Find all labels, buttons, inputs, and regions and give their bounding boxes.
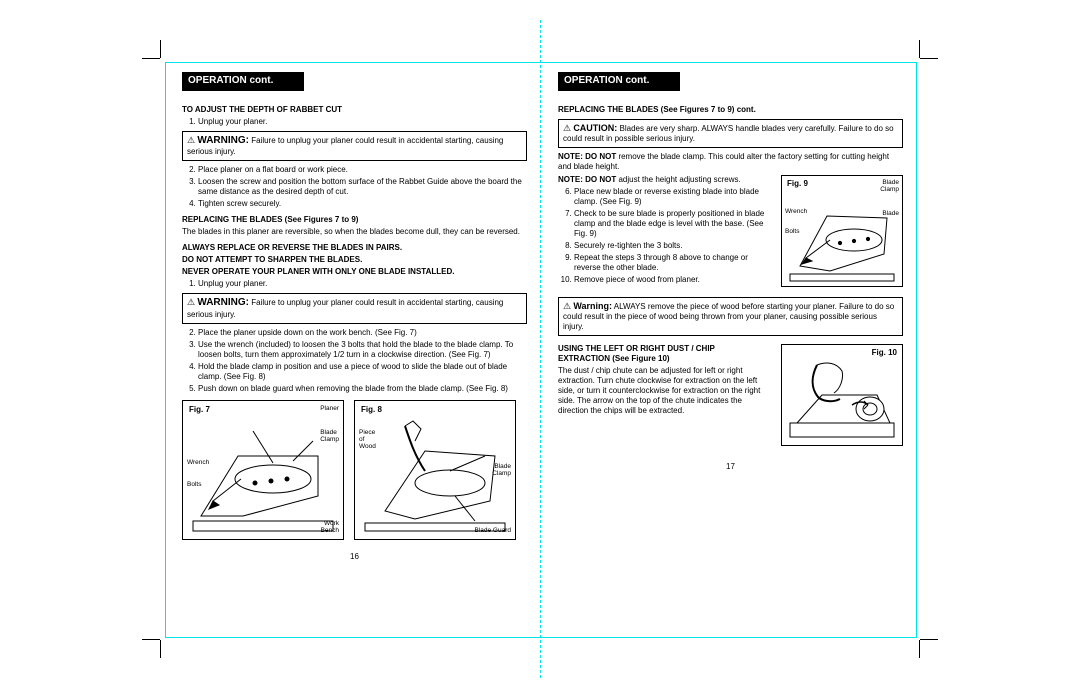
step: Unplug your planer.: [198, 279, 527, 289]
step: Place the planer upside down on the work…: [198, 328, 527, 338]
warning-body: ALWAYS remove the piece of wood before s…: [563, 302, 894, 331]
fig-callout: Work Bench: [321, 520, 339, 534]
note-label: NOTE: DO NOT: [558, 152, 616, 161]
step: Place planer on a flat board or work pie…: [198, 165, 527, 175]
section-header-left: OPERATION cont.: [182, 72, 304, 91]
step: Tighten screw securely.: [198, 199, 527, 209]
steps-replace-b: Place the planer upside down on the work…: [182, 328, 527, 394]
note-label: NOTE: DO NOT: [558, 175, 616, 184]
note-1: NOTE: DO NOT remove the blade clamp. Thi…: [558, 152, 903, 172]
step: Loosen the screw and position the bottom…: [198, 177, 527, 197]
section-header-right: OPERATION cont.: [558, 72, 680, 91]
bold-line: NEVER OPERATE YOUR PLANER WITH ONLY ONE …: [182, 267, 527, 277]
steps-replace-a: Unplug your planer.: [182, 279, 527, 289]
heading-replace-blades: REPLACING THE BLADES (See Figures 7 to 9…: [182, 215, 527, 225]
fig-label: Fig. 10: [872, 348, 897, 358]
step: Hold the blade clamp in position and use…: [198, 362, 527, 382]
warning-title: WARNING:: [197, 297, 249, 308]
figure-row: Fig. 7 Planer Blade Clamp Wrench B: [182, 400, 527, 540]
figure-10: Fig. 10: [781, 344, 903, 446]
fig-callout: Blade Clamp: [880, 179, 899, 193]
figure-10-svg: [782, 345, 902, 445]
fig-callout: Blade: [882, 210, 899, 217]
fig-label: Fig. 9: [787, 179, 808, 189]
note-body: adjust the height adjusting screws.: [616, 175, 741, 184]
fig-label: Fig. 7: [189, 405, 210, 415]
fig9-block: Fig. 9 Blade Clamp Wrench Blade Bolts N: [558, 175, 903, 291]
page-left: OPERATION cont. TO ADJUST THE DEPTH OF R…: [182, 72, 527, 540]
figure-7-svg: [183, 401, 343, 539]
page-number: 17: [558, 462, 903, 472]
fig-callout: Wrench: [785, 208, 807, 215]
step: Unplug your planer.: [198, 117, 527, 127]
paragraph: The blades in this planer are reversible…: [182, 227, 527, 237]
warning-box-2: ⚠ WARNING: Failure to unplug your planer…: [182, 293, 527, 324]
caution-title: CAUTION:: [573, 123, 617, 133]
bold-line: DO NOT ATTEMPT TO SHARPEN THE BLADES.: [182, 255, 527, 265]
fig-callout: Bolts: [187, 481, 201, 488]
bold-line: ALWAYS REPLACE OR REVERSE THE BLADES IN …: [182, 243, 527, 253]
fig-label: Fig. 8: [361, 405, 382, 415]
figure-8: Fig. 8 Piece of Wood Blade Clamp Blade G…: [354, 400, 516, 540]
steps-rabbet-b: Place planer on a flat board or work pie…: [182, 165, 527, 209]
fig-callout: Piece of Wood: [359, 429, 376, 450]
fig10-block: Fig. 10 USING THE LEFT OR RIGHT DUST / C…: [558, 344, 903, 450]
figure-8-svg: [355, 401, 515, 539]
fig-callout: Bolts: [785, 228, 799, 235]
fig-callout: Planer: [320, 405, 339, 412]
step: Push down on blade guard when removing t…: [198, 384, 527, 394]
fig-callout: Blade Clamp: [492, 463, 511, 477]
steps-rabbet-a: Unplug your planer.: [182, 117, 527, 127]
warning-box-3: ⚠ Warning: ALWAYS remove the piece of wo…: [558, 297, 903, 336]
warning-title: WARNING:: [197, 135, 249, 146]
figure-7: Fig. 7 Planer Blade Clamp Wrench B: [182, 400, 344, 540]
fig-callout: Blade Guard: [475, 527, 512, 534]
warning-title: Warning:: [573, 301, 612, 311]
warning-box-1: ⚠ WARNING: Failure to unplug your planer…: [182, 131, 527, 162]
fold-line: [540, 20, 541, 678]
fig-callout: Blade Clamp: [320, 429, 339, 443]
caution-box: ⚠ CAUTION: Blades are very sharp. ALWAYS…: [558, 119, 903, 148]
page-right: OPERATION cont. REPLACING THE BLADES (Se…: [558, 72, 903, 450]
heading-rabbet: TO ADJUST THE DEPTH OF RABBET CUT: [182, 105, 527, 115]
fig-callout: Wrench: [187, 459, 209, 466]
heading-replace-cont: REPLACING THE BLADES (See Figures 7 to 9…: [558, 105, 903, 115]
step: Use the wrench (included) to loosen the …: [198, 340, 527, 360]
figure-9: Fig. 9 Blade Clamp Wrench Blade Bolts: [781, 175, 903, 287]
page-number: 16: [182, 552, 527, 562]
